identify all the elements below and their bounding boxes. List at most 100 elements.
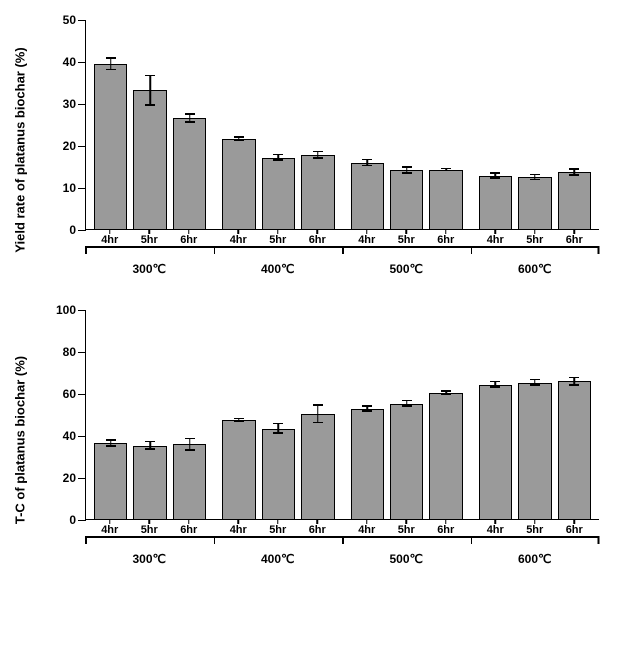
yield-errorcap [273, 159, 283, 161]
yield-xgroup: 4hr5hr6hr [342, 230, 471, 246]
yield-ytick-label: 30 [46, 97, 76, 111]
tc-xcat-label: 5hr [133, 520, 167, 536]
tc-errorcap [569, 384, 579, 386]
yield-bar-slot [133, 20, 166, 229]
yield-xcat-label: 5hr [261, 230, 295, 246]
tc-plot-area: 020406080100 [85, 310, 599, 520]
tc-xgroup: 4hr5hr6hr [214, 520, 343, 536]
tc-errorcap [441, 390, 451, 392]
tc-xcat-label: 6hr [172, 520, 206, 536]
yield-xcat-label: 4hr [350, 230, 384, 246]
yield-bar-slot [262, 20, 295, 229]
tc-bar-slot [94, 310, 127, 519]
yield-ytick [78, 188, 86, 189]
yield-xgroup-label: 300℃ [85, 256, 214, 280]
yield-group [343, 20, 471, 229]
yield-xaxis-cats: 4hr5hr6hr4hr5hr6hr4hr5hr6hr4hr5hr6hr [85, 230, 599, 246]
tc-xcat-label: 6hr [558, 520, 592, 536]
tc-bar [262, 429, 295, 519]
tc-ytick-label: 60 [46, 387, 76, 401]
yield-xgroup: 4hr5hr6hr [471, 230, 600, 246]
yield-bar-slot [351, 20, 384, 229]
tc-group [86, 310, 214, 519]
yield-bar [262, 158, 295, 229]
yield-bar [518, 177, 551, 229]
tc-xcat-label: 4hr [222, 520, 256, 536]
tc-xgroup: 4hr5hr6hr [471, 520, 600, 536]
tc-bar [133, 446, 166, 520]
yield-errorcap [145, 75, 155, 77]
yield-xcat-label: 5hr [133, 230, 167, 246]
yield-bar [133, 90, 166, 229]
tc-ytick [78, 478, 86, 479]
yield-group-bracket-tick [214, 246, 216, 254]
yield-bar-slot [429, 20, 462, 229]
yield-bar-slot [518, 20, 551, 229]
tc-ytick [78, 436, 86, 437]
yield-errorcap [185, 121, 195, 123]
yield-xgroup: 4hr5hr6hr [214, 230, 343, 246]
yield-errorcap [185, 113, 195, 115]
tc-xcat-label: 6hr [429, 520, 463, 536]
yield-errorcap [313, 157, 323, 159]
tc-group-bracket-tick [598, 536, 600, 544]
tc-ytick-label: 100 [46, 303, 76, 317]
tc-bar-slot [133, 310, 166, 519]
tc-bar [94, 443, 127, 519]
yield-xcat-label: 6hr [172, 230, 206, 246]
yield-bar-slot [94, 20, 127, 229]
tc-errorcap [145, 441, 155, 443]
tc-errorcap [234, 418, 244, 420]
yield-ylabel: Yield rate of platanus biochar (%) [13, 47, 28, 252]
yield-bar [479, 176, 512, 229]
yield-errorcap [441, 168, 451, 170]
tc-bar-slot [429, 310, 462, 519]
tc-bar [558, 381, 591, 519]
tc-errorcap [313, 404, 323, 406]
figure: Yield rate of platanus biochar (%) 01020… [0, 0, 629, 590]
yield-errorcap [441, 170, 451, 172]
yield-errorcap [490, 172, 500, 174]
yield-bar [351, 163, 384, 229]
tc-ytick-label: 0 [46, 513, 76, 527]
tc-errorcap [490, 386, 500, 388]
yield-ytick-label: 20 [46, 139, 76, 153]
tc-group-bracket-tick [214, 536, 216, 544]
yield-ytick-label: 0 [46, 223, 76, 237]
yield-bar-slot [222, 20, 255, 229]
tc-bar-slot [390, 310, 423, 519]
tc-group-bracket-tick [471, 536, 473, 544]
yield-xcat-label: 6hr [301, 230, 335, 246]
tc-ytick [78, 310, 86, 311]
yield-xcat-label: 5hr [390, 230, 424, 246]
tc-ytick-label: 40 [46, 429, 76, 443]
tc-bar [301, 414, 334, 519]
yield-errorcap [234, 136, 244, 138]
tc-errorcap [185, 438, 195, 440]
tc-bar-slot [262, 310, 295, 519]
yield-bar-slot [390, 20, 423, 229]
tc-bar [518, 383, 551, 520]
tc-ytick-label: 80 [46, 345, 76, 359]
tc-xaxis-cats: 4hr5hr6hr4hr5hr6hr4hr5hr6hr4hr5hr6hr [85, 520, 599, 536]
yield-bar-slot [479, 20, 512, 229]
tc-xaxis-brackets [85, 536, 599, 546]
tc-bar-slot [479, 310, 512, 519]
tc-bar-slot [301, 310, 334, 519]
yield-bar [390, 170, 423, 229]
yield-ytick-label: 40 [46, 55, 76, 69]
yield-group [86, 20, 214, 229]
tc-errorcap [145, 448, 155, 450]
yield-ytick [78, 20, 86, 21]
yield-group-bracket-tick [342, 246, 344, 254]
yield-xcat-label: 5hr [518, 230, 552, 246]
yield-errorcap [402, 166, 412, 168]
tc-ytick [78, 394, 86, 395]
tc-errorcap [362, 405, 372, 407]
tc-bar-slot [222, 310, 255, 519]
yield-bar-slot [173, 20, 206, 229]
yield-chart: Yield rate of platanus biochar (%) 01020… [30, 20, 599, 280]
tc-xcat-label: 4hr [479, 520, 513, 536]
yield-errorcap [106, 69, 116, 71]
yield-xgroup-label: 500℃ [342, 256, 471, 280]
